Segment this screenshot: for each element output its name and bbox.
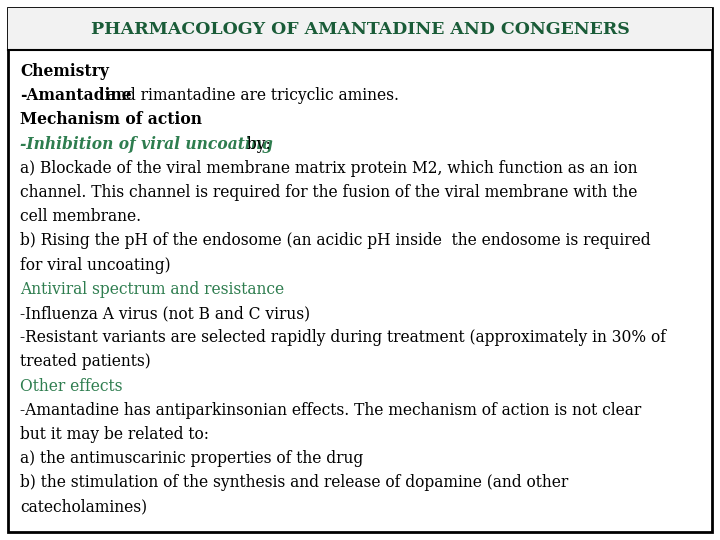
Text: and rimantadine are tricyclic amines.: and rimantadine are tricyclic amines. [102, 87, 399, 104]
Text: channel. This channel is required for the fusion of the viral membrane with the: channel. This channel is required for th… [20, 184, 637, 201]
Text: -Amantadine: -Amantadine [20, 87, 132, 104]
Text: -Resistant variants are selected rapidly during treatment (approximately in 30% : -Resistant variants are selected rapidly… [20, 329, 666, 346]
Text: a) the antimuscarinic properties of the drug: a) the antimuscarinic properties of the … [20, 450, 364, 467]
Text: by:: by: [242, 136, 271, 153]
Text: -Amantadine has antiparkinsonian effects. The mechanism of action is not clear: -Amantadine has antiparkinsonian effects… [20, 402, 642, 419]
Text: cell membrane.: cell membrane. [20, 208, 141, 225]
Text: but it may be related to:: but it may be related to: [20, 426, 209, 443]
Text: a) Blockade of the viral membrane matrix protein M2, which function as an ion: a) Blockade of the viral membrane matrix… [20, 160, 637, 177]
Bar [8, 8, 712, 50]
Text: -Inhibition of viral uncoating: -Inhibition of viral uncoating [20, 136, 273, 153]
Text: PHARMACOLOGY OF AMANTADINE AND CONGENERS: PHARMACOLOGY OF AMANTADINE AND CONGENERS [91, 21, 629, 37]
Text: catecholamines): catecholamines) [20, 498, 147, 516]
Text: for viral uncoating): for viral uncoating) [20, 256, 171, 274]
Text: treated patients): treated patients) [20, 353, 150, 370]
Text: Mechanism of action: Mechanism of action [20, 111, 202, 129]
Text: Chemistry: Chemistry [20, 63, 109, 80]
Text: Antiviral spectrum and resistance: Antiviral spectrum and resistance [20, 281, 284, 298]
Text: b) the stimulation of the synthesis and release of dopamine (and other: b) the stimulation of the synthesis and … [20, 475, 568, 491]
Text: -Influenza A virus (not B and C virus): -Influenza A virus (not B and C virus) [20, 305, 310, 322]
Text: Other effects: Other effects [20, 377, 122, 395]
Text: b) Rising the pH of the endosome (an acidic pH inside  the endosome is required: b) Rising the pH of the endosome (an aci… [20, 232, 651, 249]
